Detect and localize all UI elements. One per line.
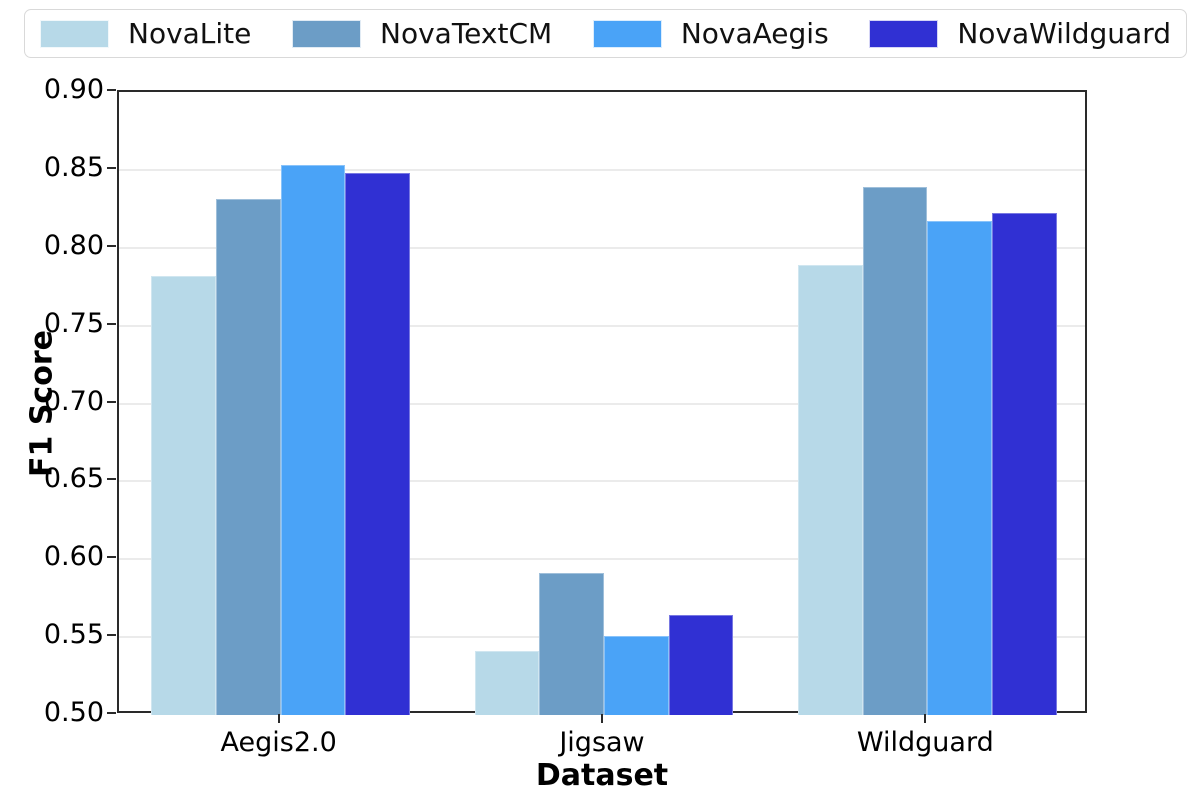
xtick-mark-wildguard bbox=[924, 714, 927, 723]
bar-novatextcm-wildguard bbox=[862, 187, 928, 715]
ytick-label-0.90: 0.90 bbox=[43, 74, 104, 105]
legend-item-novatextcm: NovaTextCM bbox=[292, 17, 552, 50]
bar-novaaegis-jigsaw bbox=[604, 635, 669, 715]
xtick-label-jigsaw: Jigsaw bbox=[559, 727, 645, 758]
legend-swatch-novalite bbox=[40, 19, 109, 48]
legend-swatch-novatextcm bbox=[292, 19, 362, 48]
legend-label-novaaegis: NovaAegis bbox=[680, 17, 829, 50]
gridline-0.85 bbox=[119, 168, 1085, 171]
ytick-mark-0.55 bbox=[107, 634, 116, 637]
bar-novatextcm-aegis2-0 bbox=[216, 199, 281, 715]
ytick-label-0.55: 0.55 bbox=[43, 619, 104, 651]
bar-novalite-jigsaw bbox=[474, 651, 540, 715]
legend-item-novawildguard: NovaWildguard bbox=[869, 17, 1171, 50]
legend-item-novalite: NovaLite bbox=[40, 17, 251, 50]
ytick-label-0.80: 0.80 bbox=[43, 229, 104, 261]
legend-swatch-novaaegis bbox=[592, 19, 662, 48]
ytick-mark-0.50 bbox=[107, 712, 116, 714]
ytick-label-0.65: 0.65 bbox=[43, 463, 104, 495]
legend-item-novaaegis: NovaAegis bbox=[592, 17, 829, 50]
xtick-label-wildguard: Wildguard bbox=[856, 727, 994, 758]
legend-label-novalite: NovaLite bbox=[128, 17, 252, 50]
ytick-mark-0.70 bbox=[107, 400, 116, 403]
ytick-label-0.50: 0.50 bbox=[43, 697, 104, 728]
bar-novaaegis-wildguard bbox=[927, 221, 992, 715]
xtick-label-aegis2-0: Aegis2.0 bbox=[220, 727, 337, 758]
bar-novawildguard-aegis2-0 bbox=[345, 172, 410, 715]
legend-label-novawildguard: NovaWildguard bbox=[957, 17, 1171, 50]
gridline-0.60 bbox=[119, 558, 1085, 561]
legend: NovaLite NovaTextCM NovaAegis NovaWildguard bbox=[24, 9, 1187, 58]
ytick-label-0.75: 0.75 bbox=[43, 307, 104, 339]
gridline-0.80 bbox=[119, 246, 1085, 249]
ytick-mark-0.75 bbox=[107, 322, 116, 325]
gridline-0.70 bbox=[119, 402, 1085, 405]
ytick-label-0.85: 0.85 bbox=[43, 151, 104, 183]
bar-novatextcm-jigsaw bbox=[539, 573, 604, 715]
xtick-mark-aegis2-0 bbox=[277, 714, 280, 723]
ytick-mark-0.80 bbox=[107, 244, 116, 247]
y-axis-label: F1 Score bbox=[24, 330, 60, 477]
ytick-mark-0.60 bbox=[107, 556, 116, 559]
bar-novalite-aegis2-0 bbox=[151, 275, 216, 715]
ytick-mark-0.65 bbox=[107, 478, 116, 481]
x-axis-label: Dataset bbox=[535, 758, 669, 793]
ytick-label-0.60: 0.60 bbox=[43, 541, 104, 573]
legend-swatch-novawildguard bbox=[869, 19, 939, 48]
ytick-mark-0.90 bbox=[107, 89, 116, 91]
plot-area bbox=[117, 90, 1087, 715]
bar-novaaegis-aegis2-0 bbox=[280, 165, 346, 715]
ytick-label-0.70: 0.70 bbox=[43, 385, 104, 417]
gridline-0.75 bbox=[119, 324, 1085, 327]
xtick-mark-jigsaw bbox=[601, 714, 603, 723]
bar-novalite-wildguard bbox=[798, 264, 863, 715]
ytick-mark-0.85 bbox=[107, 166, 116, 169]
gridline-0.65 bbox=[119, 480, 1085, 483]
legend-label-novatextcm: NovaTextCM bbox=[380, 17, 553, 50]
bar-novawildguard-wildguard bbox=[992, 213, 1057, 715]
bar-novawildguard-jigsaw bbox=[668, 615, 734, 715]
